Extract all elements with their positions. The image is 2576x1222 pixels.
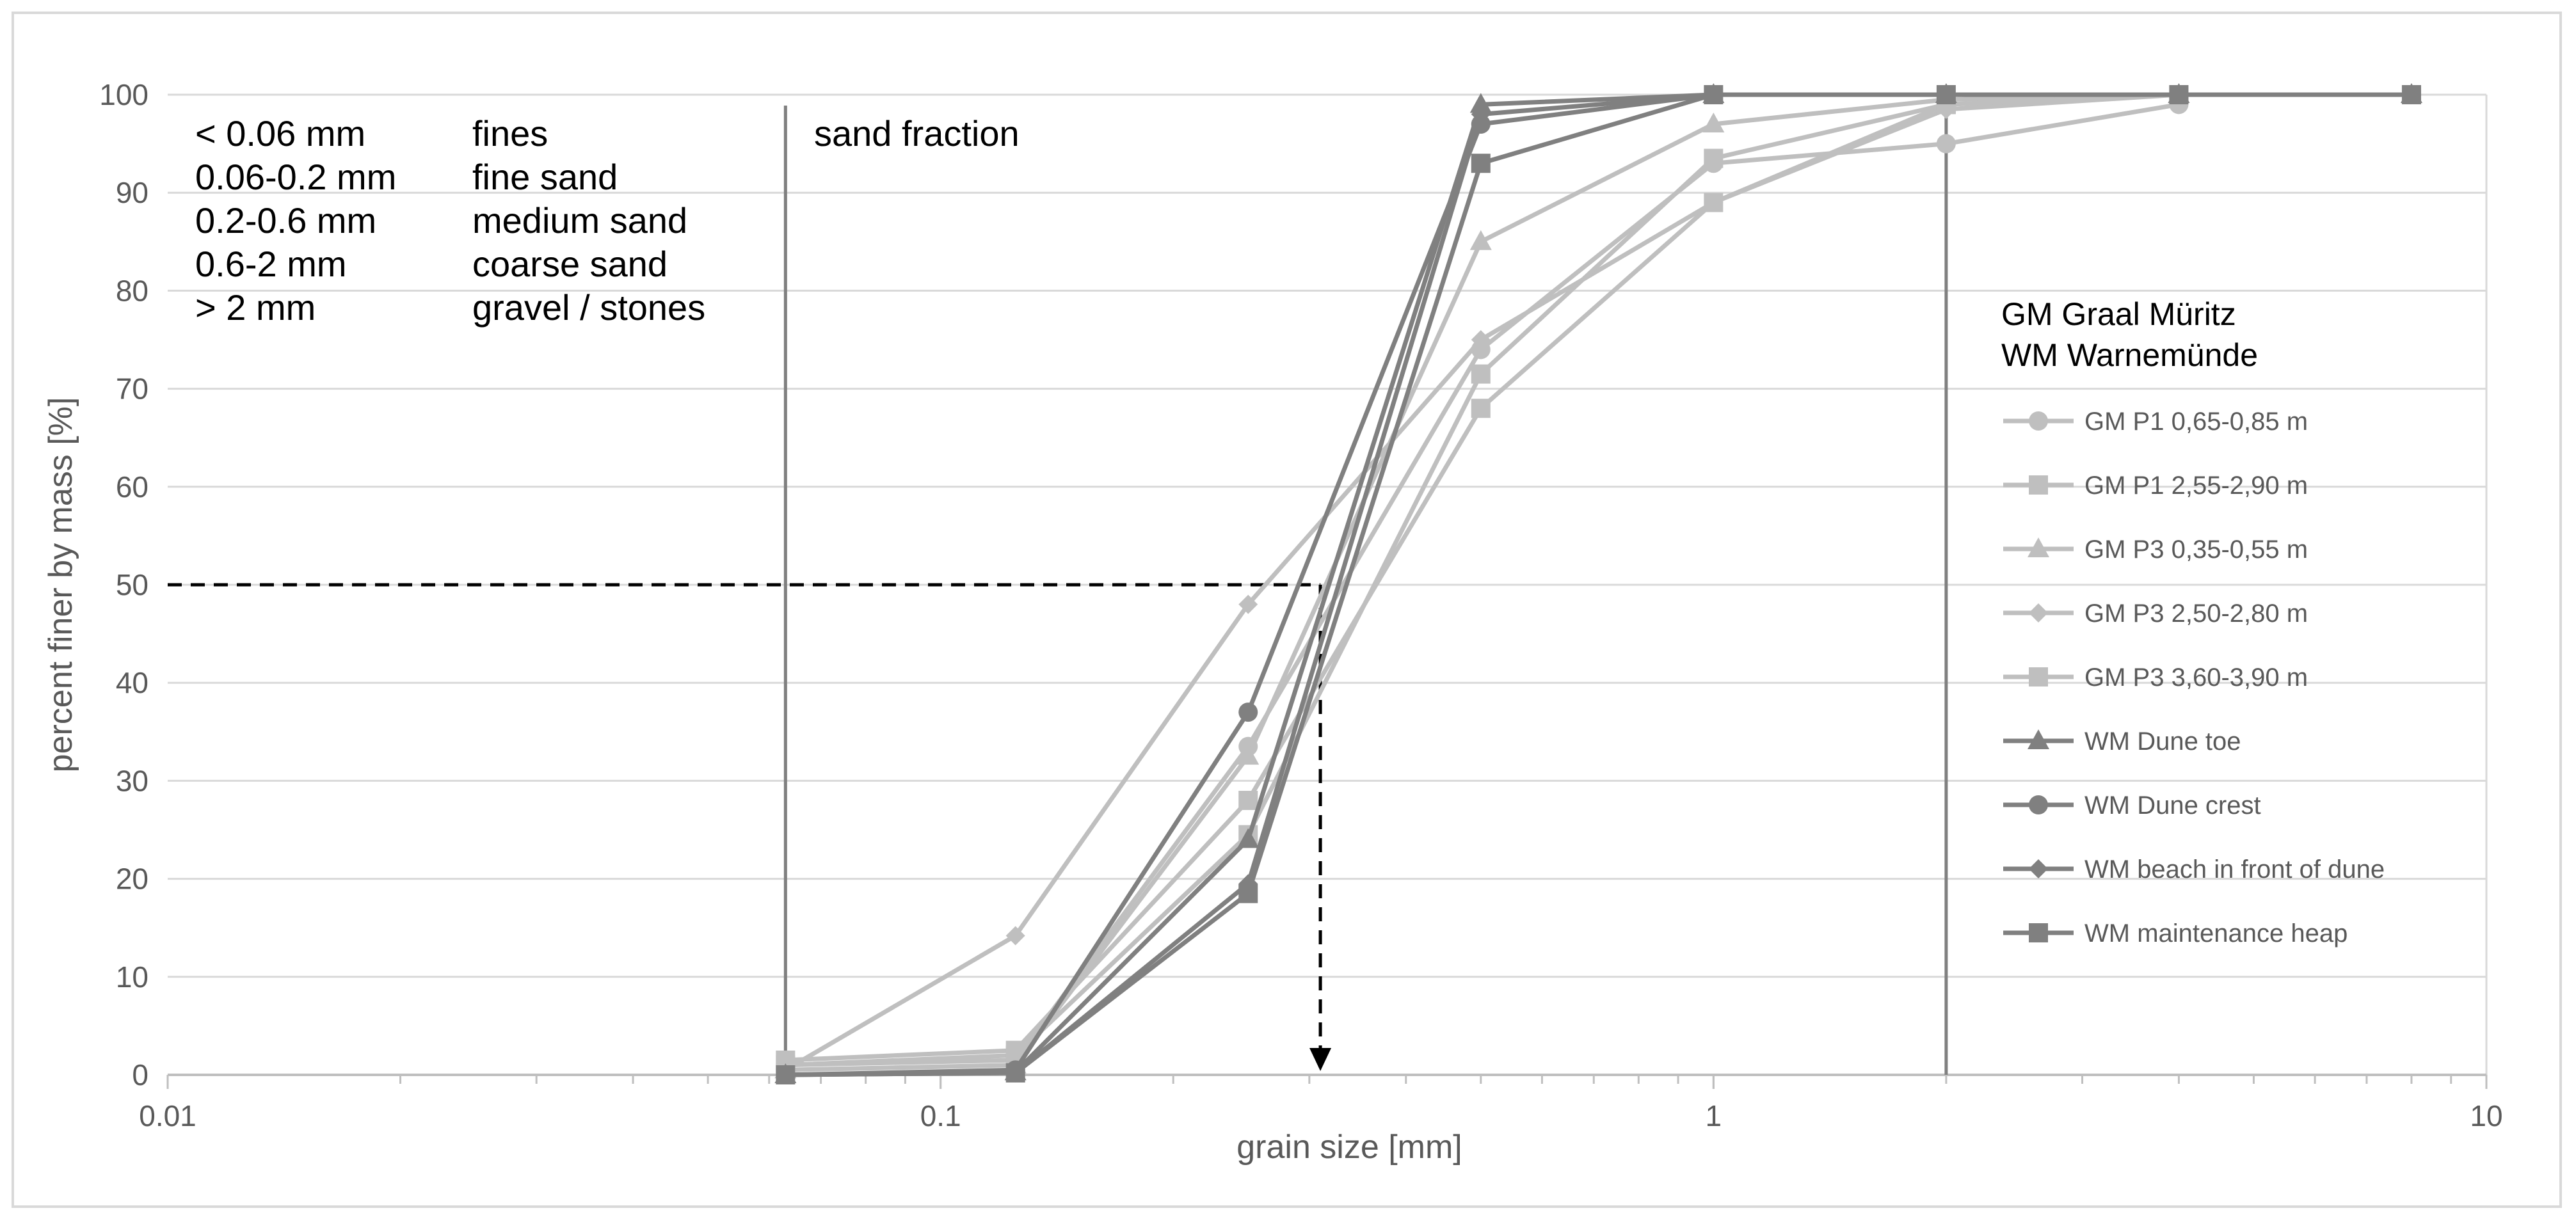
legend-heading-wm: WM Warnemünde bbox=[2001, 337, 2258, 373]
classification-name: fine sand bbox=[472, 157, 618, 197]
legend-entry: WM Dune toe bbox=[2003, 727, 2241, 756]
y-axis-title: percent finer by mass [%] bbox=[42, 397, 79, 773]
legend-swatch-marker bbox=[2029, 603, 2048, 623]
y-tick-label: 30 bbox=[116, 764, 148, 797]
legend-swatch-marker bbox=[2028, 729, 2049, 749]
x-axis-title: grain size [mm] bbox=[1236, 1129, 1462, 1166]
legend-swatch-marker bbox=[2029, 475, 2048, 495]
x-tick-label: 1 bbox=[1706, 1099, 1722, 1132]
y-tick-label: 90 bbox=[116, 176, 148, 209]
d50-arrowhead bbox=[1309, 1048, 1332, 1071]
legend-swatch-marker bbox=[2029, 923, 2048, 942]
legend-label: WM Dune crest bbox=[2084, 791, 2261, 820]
classification-range: > 2 mm bbox=[195, 287, 316, 328]
guide-layer bbox=[168, 106, 1948, 1075]
legend-entry: WM maintenance heap bbox=[2003, 919, 2348, 948]
data-point bbox=[1238, 702, 1258, 722]
data-point bbox=[1469, 230, 1492, 250]
legend-label: GM P3 2,50-2,80 m bbox=[2084, 599, 2308, 628]
y-tick-label: 50 bbox=[116, 568, 148, 601]
legend-swatch-marker bbox=[2029, 411, 2048, 431]
legend-heading-gm: GM Graal Müritz bbox=[2001, 296, 2236, 332]
classification-name: fines bbox=[472, 113, 548, 154]
y-tick-label: 60 bbox=[116, 470, 148, 504]
data-point bbox=[1702, 112, 1725, 132]
legend-label: GM P3 3,60-3,90 m bbox=[2084, 663, 2308, 692]
legend-entry: GM P1 2,55-2,90 m bbox=[2003, 472, 2308, 500]
legend-label: WM Dune toe bbox=[2084, 727, 2241, 756]
legend-label: WM maintenance heap bbox=[2084, 919, 2348, 948]
data-point bbox=[1469, 93, 1492, 113]
x-tick-label: 0.1 bbox=[920, 1099, 961, 1132]
y-tick-label: 80 bbox=[116, 274, 148, 307]
legend-layer: GM Graal Müritz WM Warnemünde GM P1 0,65-0… bbox=[2001, 296, 2385, 948]
legend-entry: GM P1 0,65-0,85 m bbox=[2003, 408, 2308, 436]
y-tick-label: 70 bbox=[116, 372, 148, 406]
data-point bbox=[1471, 104, 1491, 124]
legend-entry: GM P3 3,60-3,90 m bbox=[2003, 663, 2308, 692]
data-point bbox=[1238, 884, 1258, 903]
legend-label: GM P1 0,65-0,85 m bbox=[2084, 408, 2308, 436]
classification-name: medium sand bbox=[472, 200, 687, 241]
data-point bbox=[2401, 85, 2421, 104]
series-line bbox=[785, 92, 2412, 1077]
legend-entry: GM P3 0,35-0,55 m bbox=[2003, 536, 2308, 564]
x-tick-label: 0.01 bbox=[139, 1099, 196, 1132]
legend-swatch-marker bbox=[2028, 537, 2049, 557]
classification-range: 0.6-2 mm bbox=[195, 244, 347, 284]
legend-swatch-marker bbox=[2029, 795, 2048, 814]
y-tick-label: 0 bbox=[132, 1058, 148, 1091]
data-point bbox=[1471, 399, 1491, 418]
data-point bbox=[1936, 85, 1956, 104]
legend-entry: WM beach in front of dune bbox=[2003, 855, 2385, 884]
data-point bbox=[1238, 791, 1258, 811]
data-point bbox=[1238, 594, 1258, 614]
data-point bbox=[1471, 364, 1491, 384]
data-point bbox=[1237, 828, 1260, 848]
y-tick-label: 40 bbox=[116, 666, 148, 699]
series-8 bbox=[776, 85, 2421, 1084]
legend-swatch-marker bbox=[2029, 859, 2048, 878]
data-point bbox=[1005, 926, 1025, 946]
classification-range: 0.2-0.6 mm bbox=[195, 200, 376, 241]
data-point bbox=[1237, 745, 1260, 765]
sand-fraction-label: sand fraction bbox=[814, 113, 1020, 154]
classification-name: gravel / stones bbox=[472, 287, 705, 328]
legend-label: GM P3 0,35-0,55 m bbox=[2084, 536, 2308, 564]
series-layer bbox=[774, 83, 2422, 1084]
data-point bbox=[776, 1065, 796, 1084]
classification-range: < 0.06 mm bbox=[195, 113, 365, 154]
data-point bbox=[1704, 148, 1724, 168]
data-point bbox=[1704, 193, 1724, 212]
y-tick-label: 100 bbox=[99, 78, 148, 111]
legend-entry: GM P3 2,50-2,80 m bbox=[2003, 599, 2308, 628]
data-point bbox=[1704, 85, 1724, 104]
classification-range: 0.06-0.2 mm bbox=[195, 157, 396, 197]
data-point bbox=[2169, 85, 2189, 104]
data-point bbox=[1936, 134, 1956, 154]
legend-swatch-marker bbox=[2029, 667, 2048, 686]
y-tick-label: 20 bbox=[116, 862, 148, 896]
y-tick-label: 10 bbox=[116, 960, 148, 994]
data-point bbox=[1471, 154, 1491, 173]
legend-label: GM P1 2,55-2,90 m bbox=[2084, 472, 2308, 500]
legend-label: WM beach in front of dune bbox=[2084, 855, 2385, 884]
grid-layer bbox=[166, 93, 2488, 1089]
legend-entry: WM Dune crest bbox=[2003, 791, 2261, 820]
classification-name: coarse sand bbox=[472, 244, 668, 284]
data-point bbox=[1005, 1063, 1025, 1083]
text-layer: 0 10 20 30 40 50 60 70 80 90 100 0.01 0.1 1 10 grain si… bbox=[42, 78, 2503, 1166]
data-point bbox=[1471, 330, 1491, 349]
x-tick-label: 10 bbox=[2470, 1099, 2502, 1132]
